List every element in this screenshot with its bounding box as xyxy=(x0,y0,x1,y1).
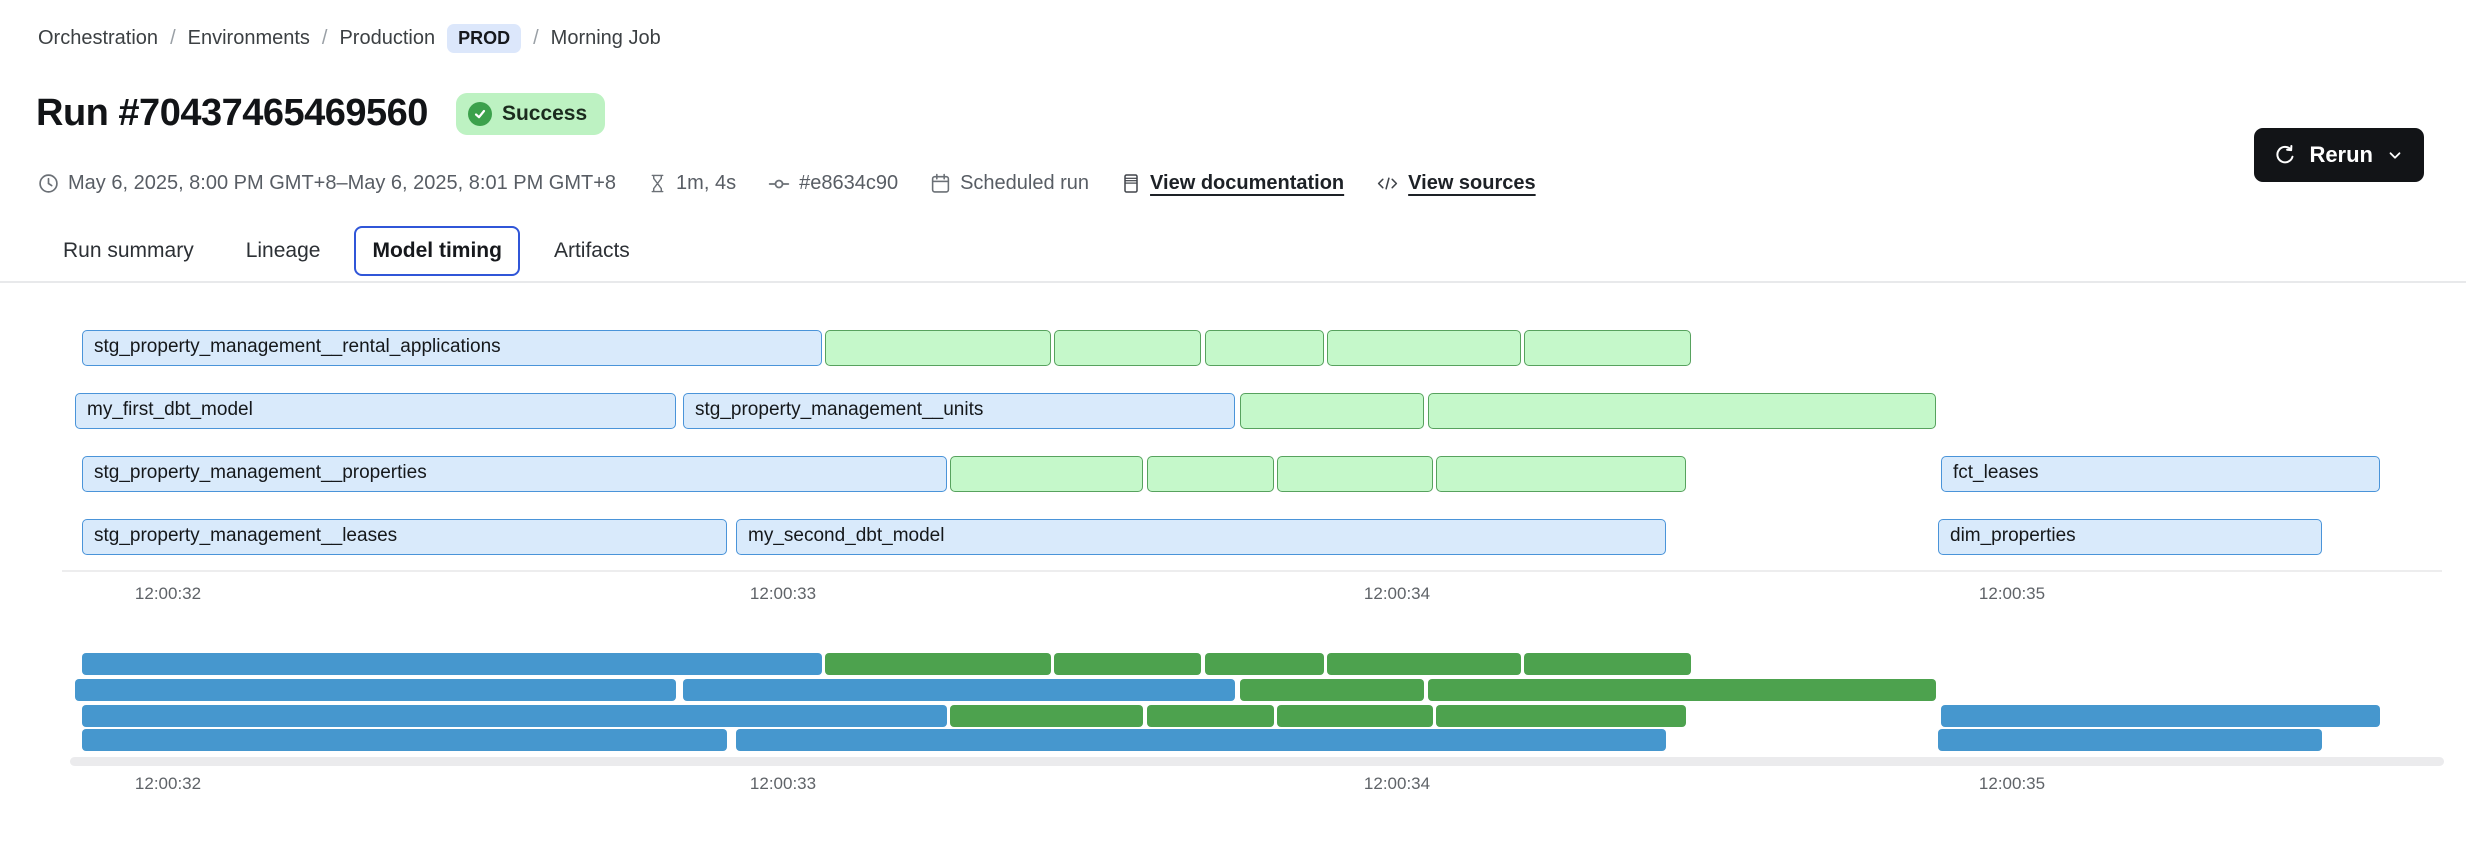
gantt-bar[interactable]: my_second_dbt_model xyxy=(736,519,1666,555)
gantt-bar[interactable] xyxy=(1240,393,1424,429)
axis-tick-label: 12:00:35 xyxy=(1978,774,2046,793)
gantt-bar[interactable]: my_first_dbt_model xyxy=(75,393,676,429)
prod-environment-badge: PROD xyxy=(447,24,522,53)
mini-gantt-bar xyxy=(950,705,1143,727)
main-axis-line xyxy=(62,570,2442,572)
tab-run-summary[interactable]: Run summary xyxy=(63,239,194,262)
mini-gantt-bar xyxy=(1240,679,1424,701)
mini-gantt-bar xyxy=(82,705,947,727)
mini-gantt-bar xyxy=(1277,705,1433,727)
check-circle-icon xyxy=(467,101,492,126)
mini-gantt-bar xyxy=(1147,705,1274,727)
mini-gantt-bar xyxy=(1054,653,1201,675)
mini-gantt-bar xyxy=(1524,653,1691,675)
time-range-item: May 6, 2025, 8:00 PM GMT+8–May 6, 2025, … xyxy=(38,172,616,195)
mini-gantt-bar xyxy=(1941,705,2380,727)
axis-tick-label: 12:00:35 xyxy=(1978,584,2046,603)
gantt-bar[interactable] xyxy=(1054,330,1201,366)
time-range-text: May 6, 2025, 8:00 PM GMT+8–May 6, 2025, … xyxy=(68,172,617,194)
axis-tick-label: 12:00:34 xyxy=(1363,774,1431,793)
page-title: Run #70437465469560 xyxy=(36,92,428,134)
tab-bar: Run summary Lineage Model timing Artifac… xyxy=(45,226,648,276)
breadcrumb-item-production[interactable]: Production xyxy=(339,27,436,49)
mini-gantt-bar xyxy=(75,679,676,701)
mini-gantt-bar xyxy=(82,729,727,751)
gantt-bar[interactable] xyxy=(1436,456,1686,492)
axis-tick-label: 12:00:34 xyxy=(1363,584,1431,603)
status-label: Success xyxy=(501,101,588,125)
mini-gantt-bar xyxy=(82,653,822,675)
gantt-bar[interactable] xyxy=(1147,456,1274,492)
status-badge: Success xyxy=(455,92,606,135)
view-documentation-item[interactable]: View documentation xyxy=(1121,172,1344,195)
gantt-bar[interactable]: fct_leases xyxy=(1941,456,2380,492)
breadcrumb-separator: / xyxy=(321,27,328,49)
breadcrumb-separator: / xyxy=(170,27,176,49)
axis-tick-label: 12:00:32 xyxy=(134,584,202,603)
breadcrumb-item-orchestration[interactable]: Orchestration xyxy=(38,27,159,49)
documentation-icon xyxy=(1121,173,1141,194)
tab-model-timing[interactable]: Model timing xyxy=(354,226,520,276)
breadcrumb: Orchestration / Environments / Productio… xyxy=(38,24,661,53)
tab-lineage[interactable]: Lineage xyxy=(245,239,321,262)
tabs-divider xyxy=(0,281,2466,283)
duration-text: 1m, 4s xyxy=(676,172,737,194)
gantt-bar[interactable] xyxy=(1327,330,1521,366)
title-row: Run #70437465469560 Success xyxy=(36,92,606,135)
breadcrumb-item-morning-job[interactable]: Morning Job xyxy=(550,27,661,49)
gantt-bar[interactable] xyxy=(1428,393,1936,429)
axis-tick-label: 12:00:33 xyxy=(749,774,817,793)
mini-gantt-bar xyxy=(1428,679,1936,701)
refresh-icon xyxy=(2274,144,2296,166)
trigger-item: Scheduled run xyxy=(930,172,1089,195)
hourglass-icon xyxy=(648,173,667,194)
gantt-bar[interactable]: stg_property_management__units xyxy=(683,393,1235,429)
gantt-bar[interactable] xyxy=(950,456,1143,492)
breadcrumb-item-environments[interactable]: Environments xyxy=(187,27,310,49)
gantt-bar[interactable] xyxy=(1277,456,1433,492)
mini-gantt-bar xyxy=(683,679,1235,701)
code-icon xyxy=(1376,173,1399,194)
breadcrumb-separator: / xyxy=(533,27,539,49)
mini-gantt-bar xyxy=(825,653,1051,675)
commit-icon xyxy=(768,173,790,195)
commit-sha-text: #e8634c90 xyxy=(799,172,899,194)
view-documentation-link[interactable]: View documentation xyxy=(1150,172,1345,194)
rerun-button[interactable]: Rerun xyxy=(2254,128,2424,182)
gantt-bar[interactable]: dim_properties xyxy=(1938,519,2322,555)
run-metadata: May 6, 2025, 8:00 PM GMT+8–May 6, 2025, … xyxy=(38,172,1536,195)
commit-item: #e8634c90 xyxy=(768,172,898,195)
trigger-text: Scheduled run xyxy=(960,172,1090,194)
tab-artifacts[interactable]: Artifacts xyxy=(553,239,630,262)
gantt-bar[interactable]: stg_property_management__properties xyxy=(82,456,947,492)
gantt-bar[interactable]: stg_property_management__leases xyxy=(82,519,727,555)
gantt-bar[interactable]: stg_property_management__rental_applicat… xyxy=(82,330,822,366)
clock-icon xyxy=(38,173,59,194)
gantt-bar[interactable] xyxy=(1205,330,1324,366)
mini-scrollbar[interactable] xyxy=(70,757,2444,766)
duration-item: 1m, 4s xyxy=(648,172,736,195)
mini-gantt-bar xyxy=(1327,653,1521,675)
mini-gantt-bar xyxy=(736,729,1666,751)
mini-gantt-bar xyxy=(1436,705,1686,727)
view-sources-link[interactable]: View sources xyxy=(1408,172,1536,194)
calendar-icon xyxy=(930,173,951,194)
mini-gantt-bar xyxy=(1205,653,1324,675)
rerun-label: Rerun xyxy=(2309,142,2373,167)
view-sources-item[interactable]: View sources xyxy=(1376,172,1536,195)
mini-gantt-bar xyxy=(1938,729,2322,751)
axis-tick-label: 12:00:33 xyxy=(749,584,817,603)
gantt-bar[interactable] xyxy=(1524,330,1691,366)
chevron-down-icon[interactable] xyxy=(2386,146,2404,164)
axis-tick-label: 12:00:32 xyxy=(134,774,202,793)
gantt-bar[interactable] xyxy=(825,330,1051,366)
